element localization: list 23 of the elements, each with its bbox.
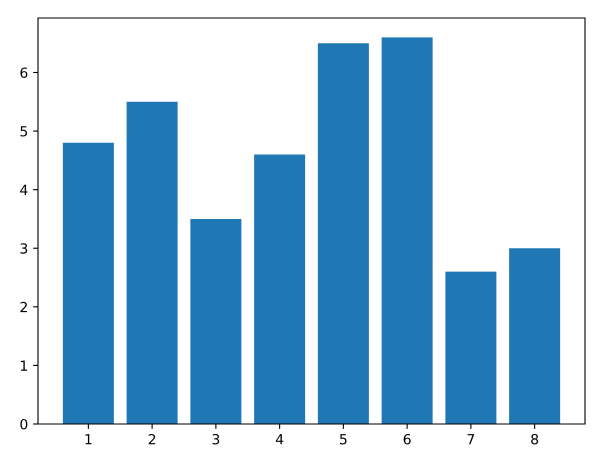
x-tick-label: 3 [212,434,220,444]
bar [254,154,306,424]
bar [62,142,114,424]
x-tick-label: 6 [404,434,411,444]
y-tick-label: 5 [20,126,28,137]
bar [382,37,433,424]
y-tick-label: 1 [20,360,27,371]
x-tick-label: 1 [85,434,92,444]
x-tick-label: 5 [340,434,347,444]
y-tick-label: 6 [20,67,28,78]
y-tick-label: 0 [20,418,28,430]
bar [445,272,496,424]
y-tick-label: 3 [20,243,28,254]
bar [318,43,369,424]
y-tick-label: 4 [20,184,28,195]
x-tick-label: 8 [531,434,538,444]
x-tick-label: 2 [148,434,156,444]
x-tick-label: 4 [276,434,284,444]
y-tick-label: 2 [20,302,27,312]
bar [509,248,560,424]
x-tick-label: 7 [468,434,474,444]
bar [190,218,242,424]
bar [126,102,178,424]
